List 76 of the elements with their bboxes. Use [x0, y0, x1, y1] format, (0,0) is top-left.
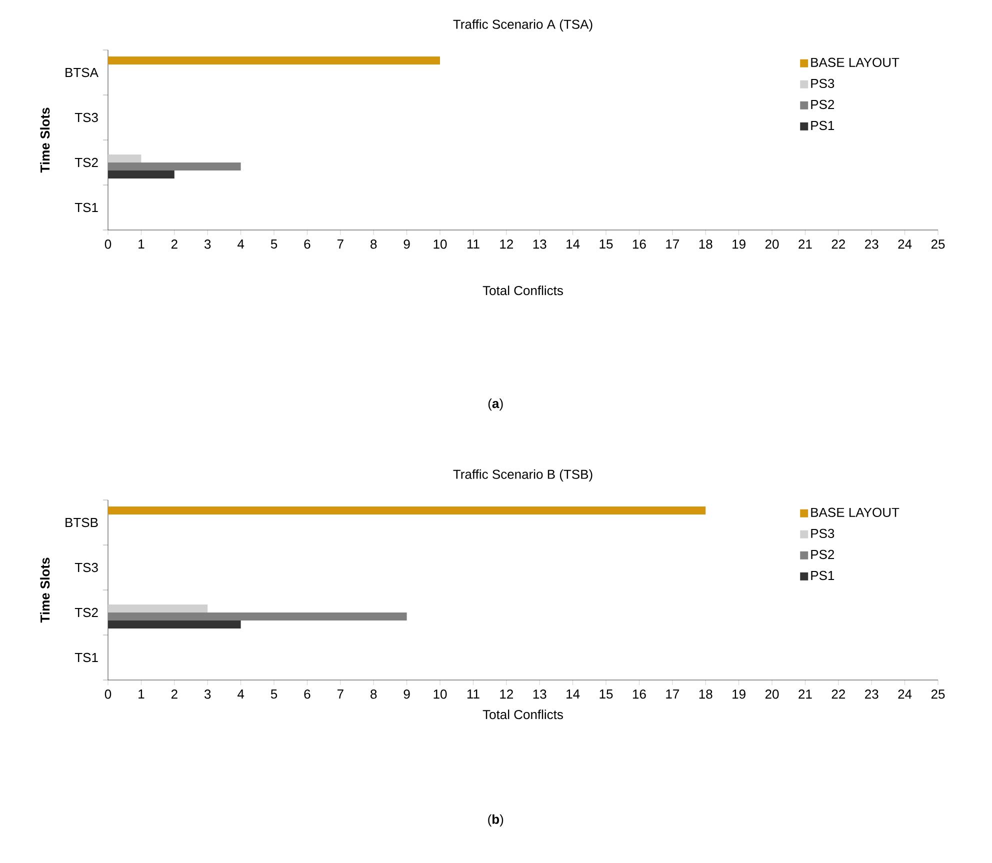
- legend-label: PS2: [811, 550, 834, 560]
- y-tick-label: TS1: [74, 202, 98, 212]
- y-tick-label: TS3: [74, 562, 98, 572]
- x-tick-label: 16: [632, 690, 646, 699]
- x-tick-label: 7: [337, 240, 344, 248]
- x-tick-label: 0: [104, 240, 112, 249]
- x-tick-label: 24: [898, 240, 912, 249]
- x-tick-label: 20: [765, 240, 779, 249]
- x-tick-label: 0: [104, 690, 112, 699]
- x-tick-label: 9: [404, 690, 410, 699]
- x-tick-label: 16: [632, 240, 646, 249]
- chart-title: Traffic Scenario B (TSB): [453, 469, 592, 482]
- x-tick-label: 13: [533, 240, 546, 249]
- x-tick-label: 19: [732, 690, 746, 699]
- x-tick-label: 22: [832, 690, 845, 699]
- y-tick-label: BTSB: [66, 518, 98, 528]
- x-tick-label: 11: [467, 240, 480, 248]
- x-tick-label: 7: [337, 690, 344, 698]
- legend-label: BASE LAYOUT: [811, 508, 900, 518]
- x-tick-label: 15: [600, 240, 613, 249]
- y-axis-title: Time Slots: [40, 558, 50, 623]
- x-tick-label: 6: [304, 690, 310, 699]
- x-tick-label: 12: [500, 240, 513, 249]
- y-tick-label: TS3: [74, 112, 98, 122]
- x-tick-label: 12: [500, 690, 513, 699]
- text: (b): [488, 814, 504, 826]
- x-tick-label: 10: [434, 690, 447, 699]
- x-tick-label: 25: [931, 690, 945, 699]
- text: (a): [488, 398, 503, 411]
- x-axis-title: Total Conflicts: [482, 710, 563, 720]
- x-tick-label: 17: [666, 240, 679, 248]
- x-tick-label: 19: [732, 240, 746, 249]
- x-tick-label: 14: [566, 240, 580, 248]
- x-tick-label: 11: [467, 690, 480, 698]
- x-tick-label: 1: [138, 240, 144, 248]
- x-axis-title: Total Conflicts: [482, 286, 563, 296]
- x-tick-label: 18: [699, 690, 712, 699]
- x-tick-label: 6: [304, 240, 310, 249]
- x-tick-label: 10: [434, 240, 447, 249]
- x-tick-label: 3: [204, 240, 211, 249]
- x-tick-label: 23: [865, 240, 878, 249]
- legend-label: PS1: [811, 120, 834, 130]
- legend-label: PS3: [811, 528, 834, 538]
- x-tick-label: 18: [699, 240, 712, 249]
- x-tick-label: 15: [600, 690, 613, 699]
- x-tick-label: 5: [270, 690, 278, 699]
- x-tick-label: 25: [931, 240, 945, 249]
- x-tick-label: 2: [171, 240, 178, 249]
- x-tick-label: 3: [204, 690, 211, 699]
- x-tick-label: 8: [370, 690, 377, 699]
- x-tick-label: 22: [832, 240, 845, 249]
- x-tick-label: 23: [865, 690, 878, 699]
- chart-title: Traffic Scenario A (TSA): [453, 19, 592, 32]
- legend-label: PS2: [811, 100, 834, 110]
- x-tick-label: 5: [270, 240, 278, 249]
- y-tick-label: TS1: [74, 652, 98, 662]
- y-tick-label: TS2: [74, 158, 98, 168]
- y-tick-label: BTSA: [66, 68, 98, 78]
- x-tick-label: 1: [138, 690, 144, 698]
- x-tick-label: 13: [533, 690, 546, 699]
- x-tick-label: 24: [898, 690, 912, 699]
- x-tick-label: 14: [566, 690, 580, 698]
- x-tick-label: 2: [171, 690, 178, 699]
- x-tick-label: 4: [237, 240, 244, 248]
- x-tick-label: 21: [798, 240, 812, 249]
- legend-label: PS1: [811, 570, 834, 580]
- legend-label: PS3: [811, 78, 834, 88]
- x-tick-label: 20: [765, 690, 779, 699]
- x-tick-label: 21: [798, 690, 812, 699]
- x-tick-label: 8: [370, 240, 377, 249]
- x-tick-label: 17: [666, 690, 679, 698]
- y-axis-title: Time Slots: [40, 108, 50, 173]
- y-tick-label: TS2: [74, 608, 98, 618]
- x-tick-label: 4: [237, 690, 244, 698]
- legend-label: BASE LAYOUT: [811, 58, 900, 68]
- x-tick-label: 9: [404, 240, 410, 249]
